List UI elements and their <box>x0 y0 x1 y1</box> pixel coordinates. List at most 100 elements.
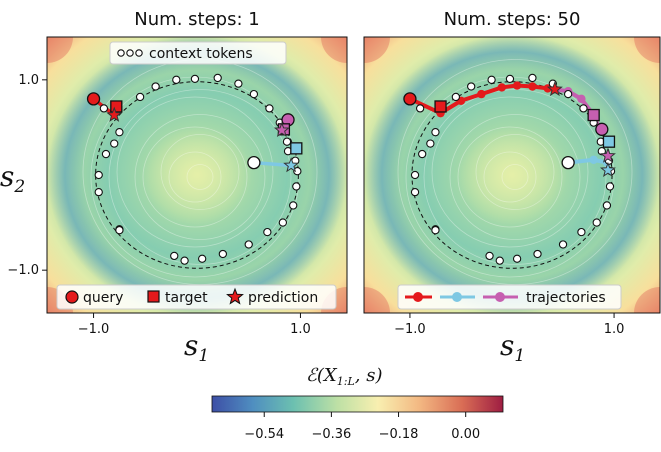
context-legend: context tokens <box>109 41 287 65</box>
trajectory-point <box>528 82 537 91</box>
energy-contour <box>168 151 222 203</box>
context-token <box>410 170 420 180</box>
trajectory-point <box>512 81 522 90</box>
context-token <box>101 149 111 159</box>
left-panel-title: Num. steps: 1 <box>134 9 259 30</box>
context-token <box>198 254 207 263</box>
energy-contour <box>134 114 266 240</box>
colorbar-tick-label: −0.54 <box>244 427 284 442</box>
context-token <box>415 104 425 113</box>
context-token <box>602 201 612 210</box>
context-token <box>115 128 124 137</box>
context-token <box>190 74 200 84</box>
context-token <box>94 170 103 180</box>
y-tick-label: 1.0 <box>18 73 39 88</box>
context-token <box>485 251 494 261</box>
context-token <box>528 73 537 83</box>
context-token <box>451 92 461 102</box>
query-marker <box>403 92 417 106</box>
prediction-marker <box>599 147 616 163</box>
prediction-marker <box>599 161 616 178</box>
context-token <box>605 182 615 191</box>
trajectory-legend: trajectories <box>397 284 622 310</box>
colorbar-tick-label: 0.00 <box>451 427 480 442</box>
prediction-marker <box>106 106 123 122</box>
context-token <box>244 240 253 249</box>
energy-contour <box>186 164 214 190</box>
energy-contour <box>423 89 607 265</box>
energy-contour <box>457 126 563 228</box>
energy-contour <box>108 89 292 265</box>
context-token <box>533 249 542 259</box>
energy-contour <box>475 134 555 210</box>
energy-contour <box>449 114 581 240</box>
context-token <box>263 227 272 237</box>
context-token <box>115 226 124 235</box>
context-token <box>265 104 274 113</box>
right-plot-area <box>363 36 661 314</box>
trajectory-point <box>477 89 486 99</box>
colorbar <box>211 395 504 413</box>
energy-corner <box>634 37 660 63</box>
context-token <box>151 82 160 91</box>
x-tick-label: 1.0 <box>604 322 625 337</box>
trajectory-point <box>577 94 586 104</box>
legend-trajectory-magenta <box>495 292 505 302</box>
x-tick-label: 1.0 <box>290 322 311 337</box>
context-token <box>213 73 222 83</box>
legend-prediction-marker <box>226 287 244 305</box>
x-tick-label: −1.0 <box>394 322 426 337</box>
colorbar-label: ℰ(X1:L, s) <box>306 365 382 388</box>
left-x-axis-label: s1 <box>184 329 209 366</box>
context-token <box>505 74 515 84</box>
legend-prediction-label: prediction <box>248 290 318 306</box>
context-token <box>579 104 588 113</box>
target-marker <box>110 100 123 113</box>
context-token <box>293 167 302 176</box>
legend-trajectories-label: trajectories <box>526 290 606 306</box>
context-token <box>495 256 504 265</box>
legend-trajectory-blue <box>452 292 462 302</box>
prediction-marker <box>283 157 300 173</box>
energy-corner <box>47 37 73 63</box>
marker-legend: query target prediction <box>56 284 337 310</box>
right-x-axis-label: s1 <box>500 329 525 366</box>
legend-context-marker <box>117 49 125 57</box>
y-axis-label: s2 <box>0 160 25 197</box>
target-marker <box>587 108 600 122</box>
energy-corner <box>321 37 347 63</box>
context-token <box>282 137 292 146</box>
context-token <box>218 249 228 259</box>
trajectory-point <box>497 83 506 92</box>
prediction-marker <box>273 121 290 138</box>
legend-query-marker <box>65 290 79 304</box>
query-marker <box>247 155 261 170</box>
legend-trajectory-red <box>413 292 423 302</box>
context-token <box>487 75 496 84</box>
energy-contour <box>483 151 537 203</box>
energy-corner <box>364 287 390 313</box>
trajectory-point <box>589 155 598 164</box>
context-token <box>172 75 181 84</box>
legend-target-label: target <box>165 290 208 306</box>
target-marker <box>290 142 303 155</box>
left-plot-area <box>46 36 348 314</box>
context-token <box>180 256 189 265</box>
context-token <box>135 92 145 102</box>
context-token <box>558 240 568 249</box>
context-token <box>410 187 420 197</box>
context-token <box>234 79 243 88</box>
query-marker <box>86 92 101 106</box>
context-token <box>289 201 298 210</box>
context-token <box>467 82 476 91</box>
context-token <box>249 89 259 99</box>
context-token <box>512 254 522 263</box>
energy-corner <box>634 287 660 313</box>
right-panel-title: Num. steps: 50 <box>444 9 581 30</box>
energy-contour <box>160 134 240 210</box>
context-token <box>563 89 573 99</box>
query-marker <box>595 122 609 136</box>
context-token <box>431 226 440 235</box>
colorbar-tick-label: −0.18 <box>379 427 419 442</box>
